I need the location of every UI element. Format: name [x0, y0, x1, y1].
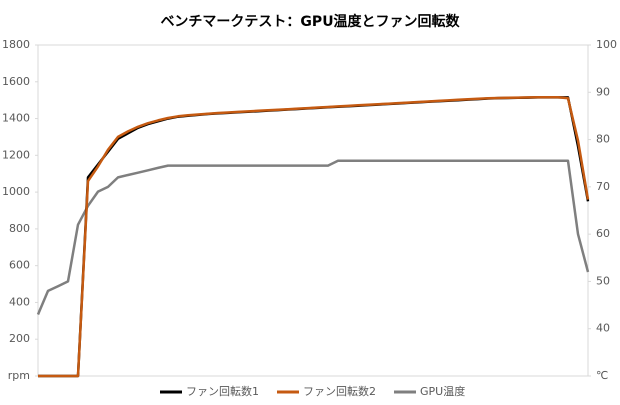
- y2-tick-label: 80: [596, 133, 610, 146]
- y-tick-label: 1600: [2, 75, 30, 88]
- series-line: [36, 159, 590, 315]
- y-tick-label: 1200: [2, 148, 30, 161]
- legend-label: ファン回転数1: [186, 385, 259, 398]
- y-tick-label: 400: [9, 295, 30, 308]
- y-tick-label: 1400: [2, 112, 30, 125]
- series-line: [38, 95, 590, 378]
- y2-tick-label: 50: [596, 274, 610, 287]
- y-tick-label: 600: [9, 259, 30, 272]
- y2-tick-label: 40: [596, 322, 610, 335]
- y-tick-label: 200: [9, 332, 30, 345]
- legend-label: GPU温度: [420, 384, 465, 398]
- y-tick-label: rpm: [8, 369, 30, 382]
- chart-title: ベンチマークテスト：GPU温度とファン回転数: [160, 13, 460, 30]
- plot-area: [37, 44, 589, 377]
- legend-label: ファン回転数2: [303, 385, 376, 398]
- series-line: [38, 96, 590, 378]
- y2-tick-label: 100: [596, 38, 617, 51]
- y2-tick-label: 60: [596, 227, 610, 240]
- y2-tick-label: ℃: [596, 369, 608, 382]
- y2-tick-label: 90: [596, 85, 610, 98]
- y2-tick-label: 70: [596, 180, 610, 193]
- y-tick-label: 1800: [2, 38, 30, 51]
- y-tick-label: 800: [9, 222, 30, 235]
- y-tick-label: 1000: [2, 185, 30, 198]
